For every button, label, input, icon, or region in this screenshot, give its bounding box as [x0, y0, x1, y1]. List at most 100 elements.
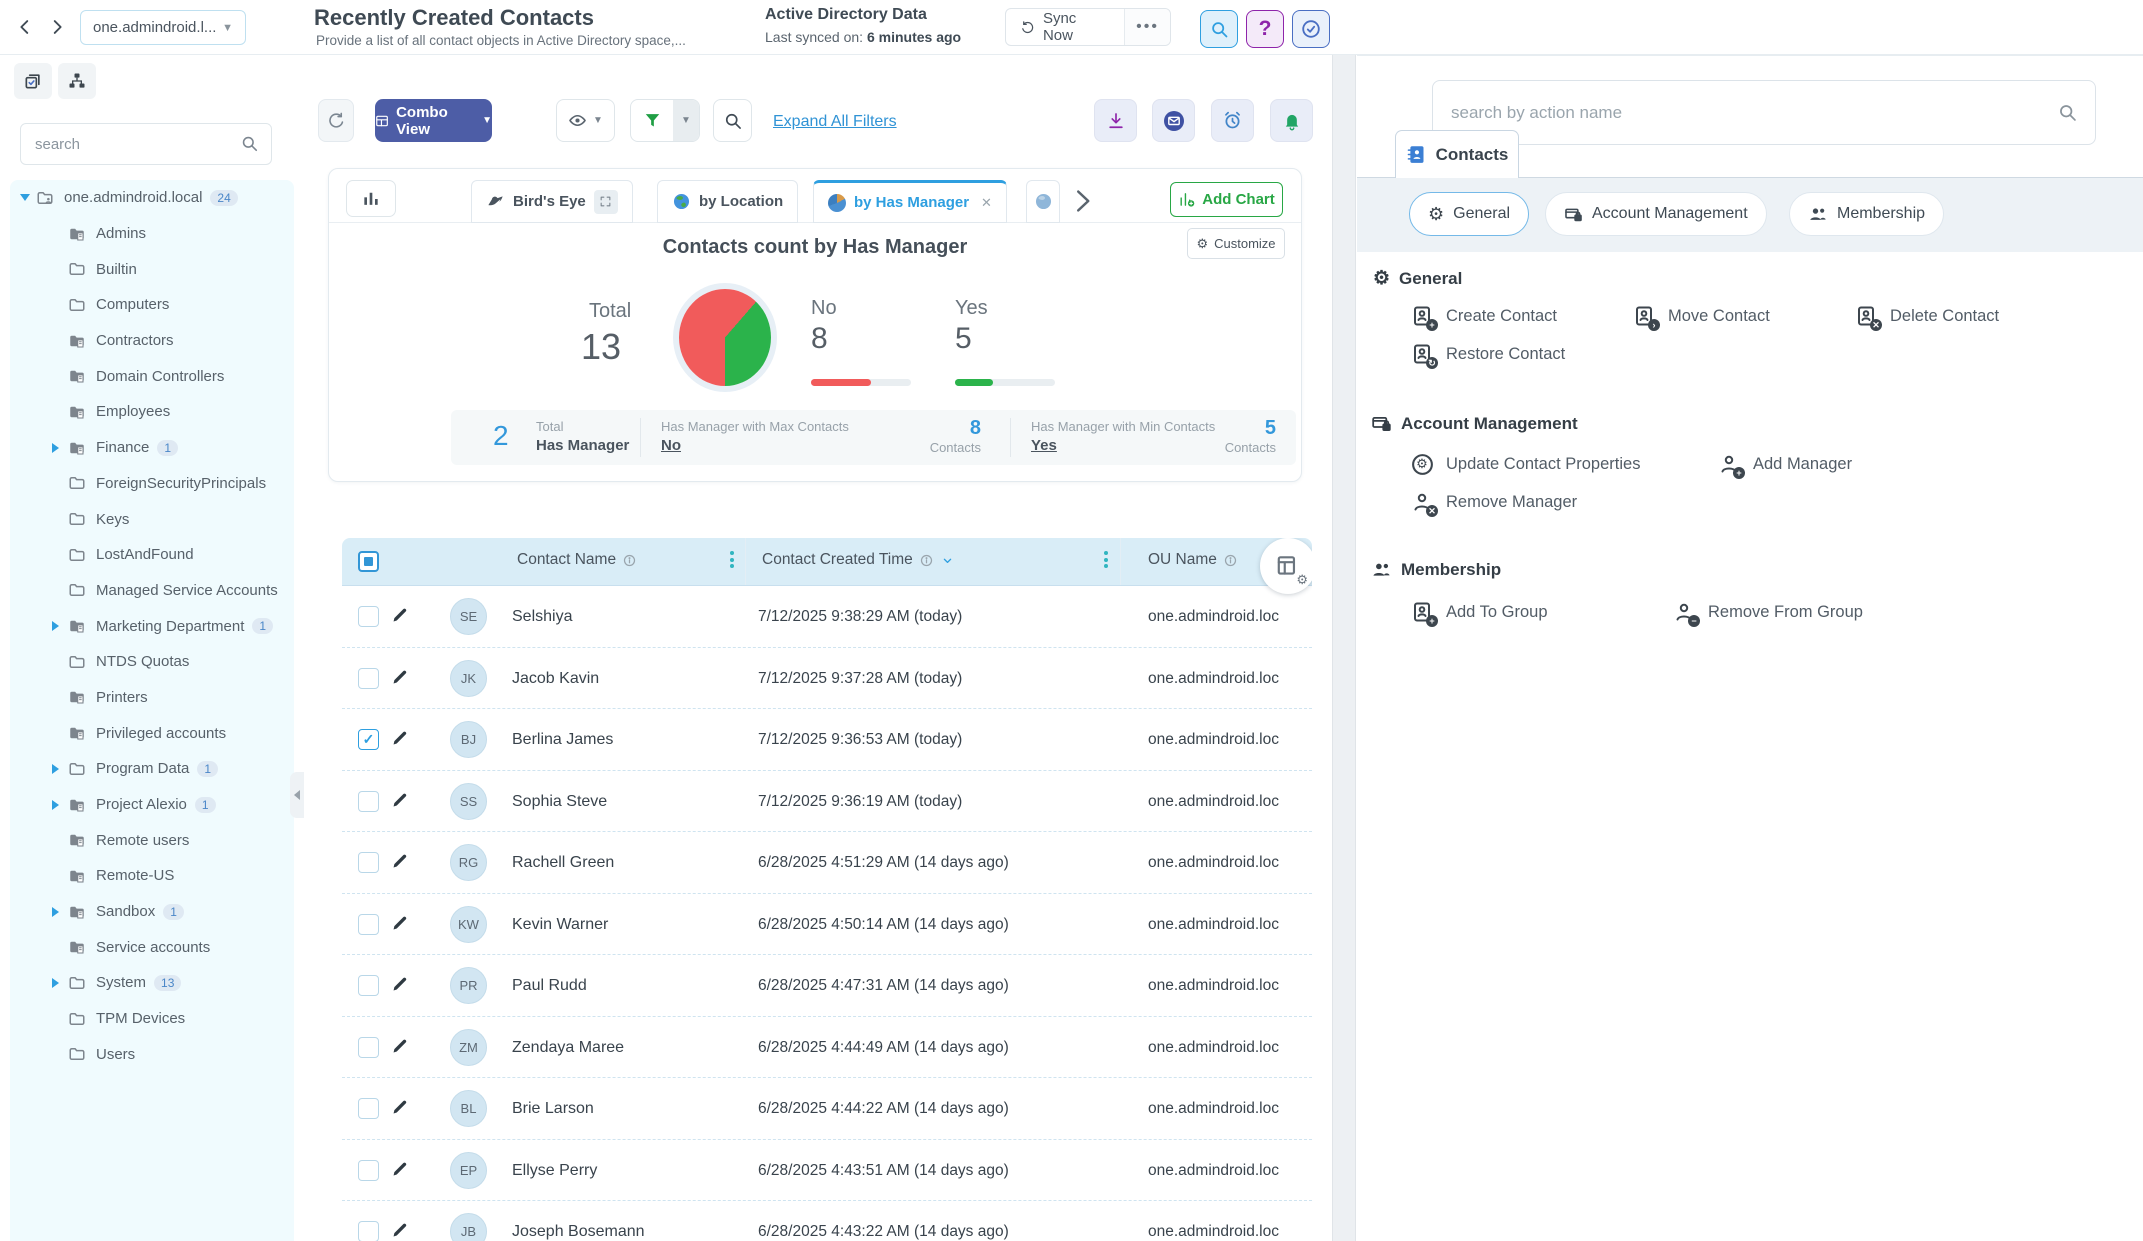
- stat-min-key[interactable]: Yes: [1031, 437, 1057, 454]
- contact-name[interactable]: Joseph Bosemann: [512, 1223, 645, 1240]
- tree-expand-arrow[interactable]: [52, 978, 68, 988]
- tree-expand-arrow[interactable]: [52, 764, 68, 774]
- scheduled-tasks-button[interactable]: [1292, 10, 1330, 48]
- chart-type-button[interactable]: [346, 180, 396, 217]
- edit-pencil-icon[interactable]: [390, 852, 409, 876]
- sync-now-button[interactable]: Sync Now •••: [1005, 8, 1171, 46]
- tree-item[interactable]: Program Data 1: [10, 751, 294, 787]
- edit-pencil-icon[interactable]: [390, 914, 409, 938]
- contact-name[interactable]: Jacob Kavin: [512, 669, 600, 687]
- tree-item[interactable]: Finance 1: [10, 430, 294, 466]
- tree-item[interactable]: TPM Devices: [10, 1001, 294, 1037]
- tree-expand-arrow[interactable]: [52, 621, 68, 631]
- contact-name[interactable]: Zendaya Maree: [512, 1038, 625, 1056]
- row-checkbox[interactable]: [358, 1098, 379, 1119]
- expand-all-filters-link[interactable]: Expand All Filters: [773, 113, 897, 130]
- tab-contacts[interactable]: Contacts: [1395, 130, 1519, 178]
- action-restore-contact[interactable]: ↻ Restore Contact: [1409, 341, 1565, 369]
- action-remove-manager[interactable]: ✕ Remove Manager: [1409, 489, 1577, 517]
- multi-select-button[interactable]: [14, 63, 52, 99]
- close-tab-icon[interactable]: ✕: [981, 194, 992, 210]
- edit-pencil-icon[interactable]: [390, 1160, 409, 1184]
- tree-item[interactable]: Service accounts: [10, 929, 294, 965]
- tab-by-location[interactable]: by Location: [657, 180, 799, 223]
- action-delete-contact[interactable]: ✕ Delete Contact: [1853, 303, 1999, 331]
- tree-item[interactable]: Sandbox 1: [10, 894, 294, 930]
- column-header-created-time[interactable]: Contact Created Time: [762, 551, 955, 569]
- row-checkbox[interactable]: [358, 852, 379, 873]
- tab-partial[interactable]: [1026, 180, 1060, 223]
- edit-pencil-icon[interactable]: [390, 668, 409, 692]
- row-checkbox[interactable]: [358, 975, 379, 996]
- row-checkbox[interactable]: [358, 606, 379, 627]
- pill-account-management[interactable]: Account Management: [1545, 192, 1767, 236]
- tree-item[interactable]: Domain Controllers: [10, 358, 294, 394]
- tree-expand-arrow[interactable]: [52, 800, 68, 810]
- tree-item[interactable]: Employees: [10, 394, 294, 430]
- reset-view-button[interactable]: [318, 99, 354, 142]
- forward-icon[interactable]: [46, 16, 68, 38]
- edit-pencil-icon[interactable]: [390, 1037, 409, 1061]
- pill-membership[interactable]: Membership: [1789, 192, 1945, 236]
- schedule-report-button[interactable]: [1211, 99, 1254, 142]
- tree-item[interactable]: System 13: [10, 965, 294, 1001]
- tree-expand-arrow[interactable]: [52, 443, 68, 453]
- column-settings-button[interactable]: ⚙: [1260, 538, 1312, 594]
- email-report-button[interactable]: [1152, 99, 1195, 142]
- view-mode-button[interactable]: Combo View ▼: [375, 99, 492, 142]
- column-header-contact-name[interactable]: Contact Name: [517, 551, 637, 569]
- tree-item[interactable]: Computers: [10, 287, 294, 323]
- tree-item[interactable]: Keys: [10, 501, 294, 537]
- sidebar-collapse-handle[interactable]: [290, 772, 304, 818]
- tree-item[interactable]: Contractors: [10, 323, 294, 359]
- column-menu-icon[interactable]: [730, 551, 734, 568]
- tab-by-has-manager[interactable]: by Has Manager ✕: [813, 180, 1007, 223]
- table-search-button[interactable]: [713, 99, 752, 142]
- contact-name[interactable]: Selshiya: [512, 608, 573, 625]
- column-visibility-button[interactable]: ▼: [556, 99, 615, 142]
- hierarchy-view-button[interactable]: [58, 63, 96, 99]
- alerts-button[interactable]: [1270, 99, 1313, 142]
- export-download-button[interactable]: [1094, 99, 1137, 142]
- expand-chart-icon[interactable]: [593, 189, 618, 214]
- tree-item[interactable]: Builtin: [10, 251, 294, 287]
- scope-dropdown[interactable]: one.admindroid.l... ▼: [80, 10, 246, 45]
- tree-item[interactable]: Remote users: [10, 822, 294, 858]
- tree-item[interactable]: ForeignSecurityPrincipals: [10, 466, 294, 502]
- tree-item[interactable]: Remote-US: [10, 858, 294, 894]
- action-remove-from-group[interactable]: − Remove From Group: [1671, 599, 1863, 627]
- filter-dropdown-caret[interactable]: ▼: [673, 100, 699, 141]
- sidebar-search-input[interactable]: [20, 123, 272, 165]
- row-checkbox[interactable]: [358, 667, 379, 689]
- edit-pencil-icon[interactable]: [390, 975, 409, 999]
- tree-item[interactable]: Users: [10, 1037, 294, 1073]
- contact-name[interactable]: Sophia Steve: [512, 792, 608, 810]
- tree-item[interactable]: Marketing Department 1: [10, 608, 294, 644]
- row-checkbox[interactable]: [358, 790, 379, 812]
- contact-name[interactable]: Kevin Warner: [512, 915, 609, 933]
- edit-pencil-icon[interactable]: [390, 729, 409, 753]
- action-move-contact[interactable]: › Move Contact: [1631, 303, 1770, 331]
- row-checkbox[interactable]: [358, 913, 379, 935]
- back-icon[interactable]: [14, 16, 36, 38]
- edit-pencil-icon[interactable]: [390, 1098, 409, 1122]
- pill-general[interactable]: ⚙ General: [1409, 192, 1530, 236]
- row-checkbox[interactable]: [358, 729, 379, 750]
- action-search-input[interactable]: [1432, 80, 2096, 145]
- tree-item[interactable]: Managed Service Accounts: [10, 573, 294, 609]
- tree-expand-arrow[interactable]: [52, 907, 68, 917]
- add-chart-button[interactable]: Add Chart: [1170, 182, 1283, 217]
- tree-item[interactable]: Project Alexio 1: [10, 787, 294, 823]
- action-add-manager[interactable]: + Add Manager: [1716, 451, 1852, 479]
- stat-max-key[interactable]: No: [661, 437, 681, 454]
- contact-name[interactable]: Berlina James: [512, 731, 614, 748]
- advanced-search-button[interactable]: [1200, 10, 1238, 48]
- row-checkbox[interactable]: [358, 1221, 379, 1241]
- action-create-contact[interactable]: + Create Contact: [1409, 303, 1557, 331]
- row-checkbox[interactable]: [358, 1159, 379, 1181]
- select-all-checkbox[interactable]: [358, 551, 379, 572]
- tree-item[interactable]: one.admindroid.local 24: [10, 180, 294, 216]
- contact-name[interactable]: Ellyse Perry: [512, 1161, 598, 1179]
- contact-name[interactable]: Rachell Green: [512, 854, 615, 871]
- contact-name[interactable]: Brie Larson: [512, 1100, 594, 1117]
